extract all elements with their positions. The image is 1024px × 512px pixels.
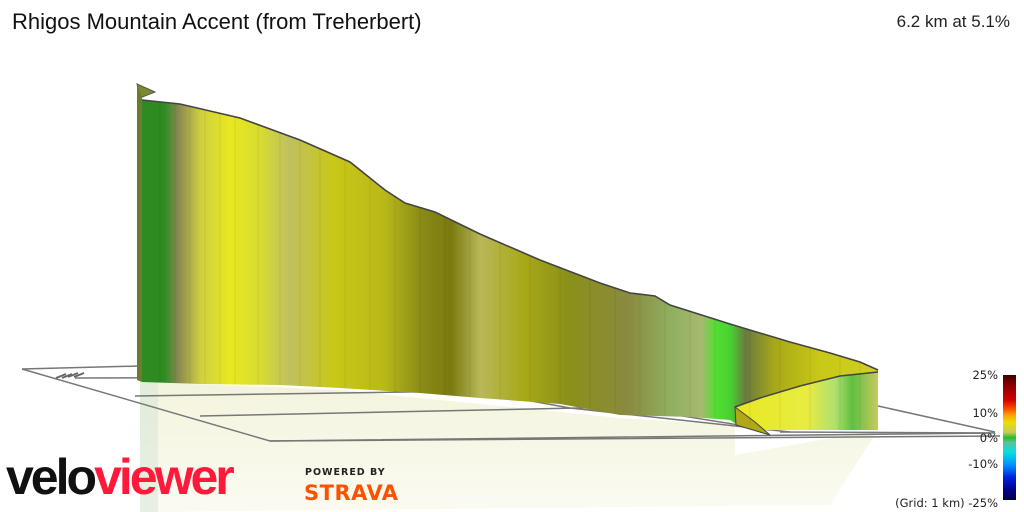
profile-reflection — [140, 382, 878, 512]
gradient-colored-wall — [136, 83, 879, 436]
strava-logo: STRAVA — [304, 481, 399, 505]
powered-by-label: POWERED BY — [305, 467, 386, 478]
climb-summary: 6.2 km at 5.1% — [896, 12, 1010, 31]
logo-velo: velo — [6, 449, 97, 505]
logo-viewer: viewer — [94, 449, 235, 505]
scale-label-0: 0% — [979, 431, 998, 445]
scale-label-max: 25% — [972, 368, 998, 382]
veloviewer-logo: veloviewer — [6, 449, 235, 505]
page-title: Rhigos Mountain Accent (from Treherbert) — [12, 9, 422, 34]
scale-label-10: 10% — [972, 406, 998, 420]
scale-label-min: (Grid: 1 km) -25% — [895, 496, 998, 510]
scale-label-neg10: -10% — [968, 457, 998, 471]
gradient-strip-lines — [159, 102, 861, 430]
gradient-color-scale — [1003, 375, 1016, 500]
grid-scale-marker — [55, 372, 85, 379]
